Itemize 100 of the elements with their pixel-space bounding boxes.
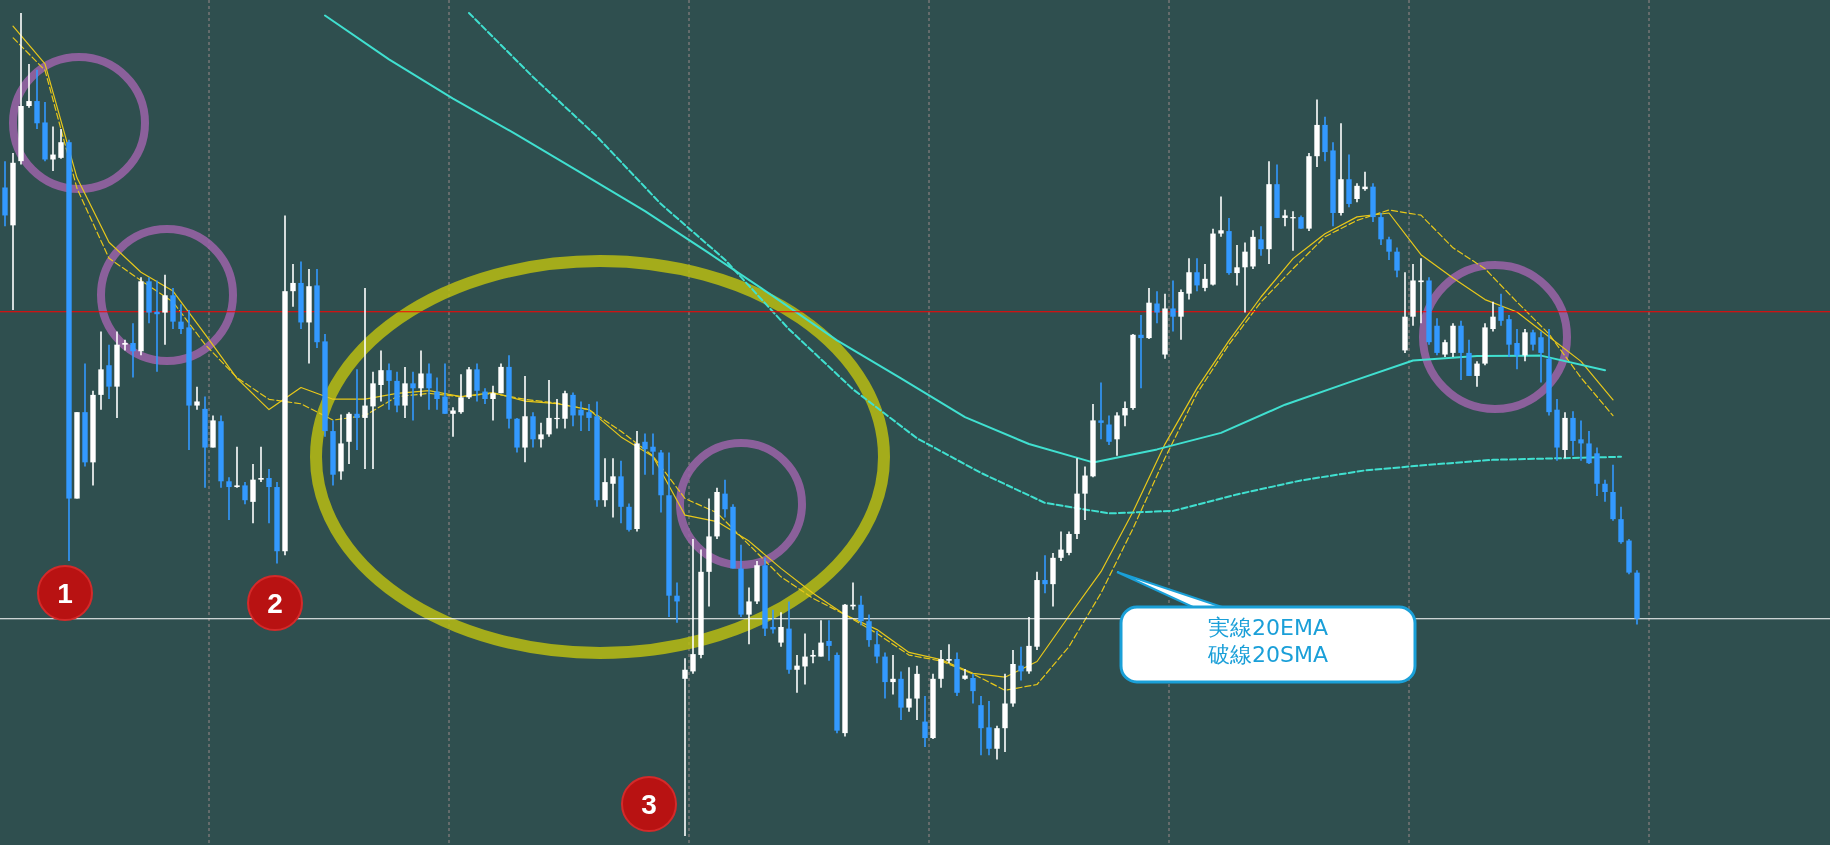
candlestick bbox=[234, 445, 240, 489]
candlestick bbox=[1378, 212, 1384, 246]
candlestick bbox=[1186, 257, 1192, 301]
candlestick bbox=[1386, 236, 1392, 261]
candlestick bbox=[354, 368, 360, 451]
candlestick bbox=[946, 643, 952, 664]
candlestick bbox=[402, 366, 408, 419]
candlestick bbox=[58, 128, 64, 160]
candlestick bbox=[874, 630, 880, 664]
candlestick bbox=[1530, 329, 1536, 352]
candlestick bbox=[418, 349, 424, 398]
candlestick bbox=[178, 303, 184, 335]
candlestick bbox=[554, 398, 560, 430]
candlestick bbox=[1490, 301, 1496, 333]
candlestick bbox=[474, 362, 480, 403]
candlestick bbox=[362, 287, 368, 470]
candlestick bbox=[226, 476, 232, 521]
candlestick bbox=[1082, 465, 1088, 521]
candlestick bbox=[162, 273, 168, 346]
annotation: 実線20EMA 破線20SMA bbox=[1207, 615, 1328, 667]
candlestick bbox=[378, 349, 384, 403]
candlestick bbox=[490, 385, 496, 422]
candlestick bbox=[1218, 195, 1224, 238]
candlestick bbox=[1466, 338, 1472, 377]
candlestick bbox=[674, 581, 680, 624]
candlestick bbox=[538, 422, 544, 449]
candlestick bbox=[810, 649, 816, 664]
candlestick bbox=[1122, 400, 1128, 427]
candlestick bbox=[922, 695, 928, 748]
candlestick bbox=[122, 338, 128, 352]
candlestick bbox=[458, 373, 464, 415]
candlestick bbox=[642, 432, 648, 476]
candlestick bbox=[434, 376, 440, 411]
candlestick bbox=[826, 619, 832, 662]
candlestick bbox=[866, 613, 872, 648]
candlestick bbox=[450, 406, 456, 438]
candlestick bbox=[1514, 328, 1520, 371]
candlestick bbox=[1138, 314, 1144, 390]
candlestick bbox=[290, 263, 296, 308]
candlestick bbox=[1354, 182, 1360, 204]
candlestick bbox=[1394, 246, 1400, 278]
candlestick bbox=[1114, 411, 1120, 457]
candlestick bbox=[1618, 506, 1624, 545]
candlestick bbox=[890, 654, 896, 696]
candlestick bbox=[266, 468, 272, 525]
candlestick bbox=[986, 700, 992, 757]
candlestick bbox=[1042, 554, 1048, 595]
candlestick bbox=[626, 502, 632, 533]
candlestick bbox=[770, 608, 776, 635]
candlestick bbox=[242, 481, 248, 506]
candlestick bbox=[1586, 430, 1592, 465]
candlestick bbox=[426, 362, 432, 411]
candlestick bbox=[410, 371, 416, 422]
candlestick bbox=[1538, 330, 1544, 384]
candlestick bbox=[250, 463, 256, 525]
candlestick bbox=[586, 403, 592, 432]
candlestick bbox=[1418, 257, 1424, 325]
candlestick bbox=[1242, 241, 1248, 314]
candlestick bbox=[106, 343, 112, 400]
candlestick bbox=[802, 632, 808, 686]
candlestick bbox=[258, 445, 264, 483]
candlestick bbox=[1154, 290, 1160, 325]
candlestick bbox=[1170, 279, 1176, 333]
candlestick bbox=[1362, 171, 1368, 192]
candlestick bbox=[1570, 410, 1576, 457]
candlestick bbox=[650, 432, 656, 476]
candlestick bbox=[682, 657, 688, 837]
candlestick bbox=[1258, 225, 1264, 257]
candlestick bbox=[194, 385, 200, 411]
candlestick bbox=[26, 63, 32, 109]
candlestick bbox=[154, 279, 160, 373]
candlestick bbox=[978, 695, 984, 757]
candlestick bbox=[530, 411, 536, 449]
candlestick bbox=[602, 457, 608, 508]
candlestick bbox=[1066, 530, 1072, 557]
candlestick bbox=[1098, 381, 1104, 441]
candlestick bbox=[546, 379, 552, 438]
candlestick bbox=[794, 654, 800, 694]
candlestick bbox=[1602, 478, 1608, 503]
annotation: 2 bbox=[267, 588, 283, 619]
candlestick bbox=[1234, 244, 1240, 287]
candlestick bbox=[1498, 292, 1504, 327]
candlestick bbox=[858, 594, 864, 627]
annotation: 3 bbox=[641, 789, 657, 820]
candlestick bbox=[130, 322, 136, 379]
candlestick bbox=[722, 478, 728, 519]
candlestick bbox=[386, 362, 392, 411]
candlestick bbox=[906, 666, 912, 713]
candlestick bbox=[1018, 645, 1024, 682]
candlestick bbox=[442, 362, 448, 415]
candlestick bbox=[1282, 208, 1288, 227]
candlestick bbox=[1474, 360, 1480, 388]
candlestick bbox=[962, 668, 968, 681]
candlestick bbox=[1194, 257, 1200, 292]
candlestick bbox=[1058, 530, 1064, 562]
candlestick bbox=[1578, 419, 1584, 462]
candlestick bbox=[34, 68, 40, 130]
candlestick bbox=[1202, 263, 1208, 292]
candlestick bbox=[994, 724, 1000, 761]
candlestick bbox=[1290, 210, 1296, 252]
